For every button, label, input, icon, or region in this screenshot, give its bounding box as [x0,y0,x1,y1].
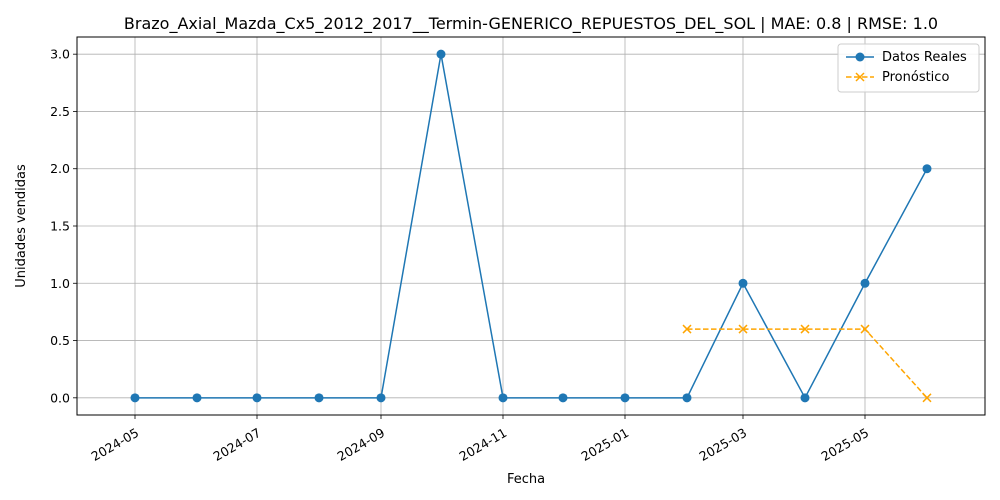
y-tick-label: 2.0 [50,161,70,176]
x-tick-label: 2025-05 [819,425,872,464]
y-tick-label: 3.0 [50,47,70,62]
series-group [130,49,932,403]
data-point-pronostico [922,393,932,403]
x-tick-label: 2024-11 [457,425,510,464]
series-line-datos-reales [135,54,928,400]
data-point-datos-reales [558,393,568,403]
data-point-datos-reales [738,278,748,288]
legend-label-datos-reales: Datos Reales [882,50,967,65]
x-tick-label: 2024-05 [89,425,142,464]
data-point-pronostico [682,324,692,334]
y-tick-label: 1.5 [50,219,70,234]
series-line-pronostico [687,328,928,399]
x-axis-label: Fecha [507,472,545,487]
data-point-datos-reales [620,393,630,403]
data-point-datos-reales [192,393,202,403]
data-point-pronostico [860,324,870,334]
legend-marker-datos-reales [855,52,865,62]
data-point-datos-reales [376,393,386,403]
x-axis-ticks: 2024-05 2024-07 2024-09 2024-11 2025-01 2025-… [89,415,872,464]
legend-box [837,43,980,93]
legend-label-pronostico: Pronóstico [882,70,949,85]
y-tick-label: 0.5 [50,333,70,348]
y-axis-label: Unidades vendidas [14,164,29,288]
data-point-datos-reales [922,164,932,174]
data-point-datos-reales [682,393,692,403]
data-point-pronostico [738,324,748,334]
data-point-datos-reales [436,49,446,59]
y-tick-label: 2.5 [50,104,70,119]
y-axis-ticks: 0.0 0.5 1.0 1.5 2.0 2.5 3.0 [50,47,77,405]
chart-title: Brazo_Axial_Mazda_Cx5_2012_2017__Termin-… [124,14,938,34]
grid-lines [77,37,985,415]
data-point-datos-reales [252,393,262,403]
data-point-datos-reales [800,393,810,403]
legend: Datos Reales Pronóstico [837,43,980,93]
x-tick-label: 2025-03 [697,425,750,464]
x-tick-label: 2025-01 [579,425,632,464]
data-point-datos-reales [498,393,508,403]
y-tick-label: 1.0 [50,276,70,291]
x-tick-label: 2024-09 [335,425,388,464]
data-point-datos-reales [130,393,140,403]
data-point-pronostico [800,324,810,334]
data-point-datos-reales [860,278,870,288]
legend-marker-pronostico [855,72,865,82]
data-point-datos-reales [314,393,324,403]
x-tick-label: 2024-07 [211,425,264,464]
y-tick-label: 0.0 [50,390,70,405]
